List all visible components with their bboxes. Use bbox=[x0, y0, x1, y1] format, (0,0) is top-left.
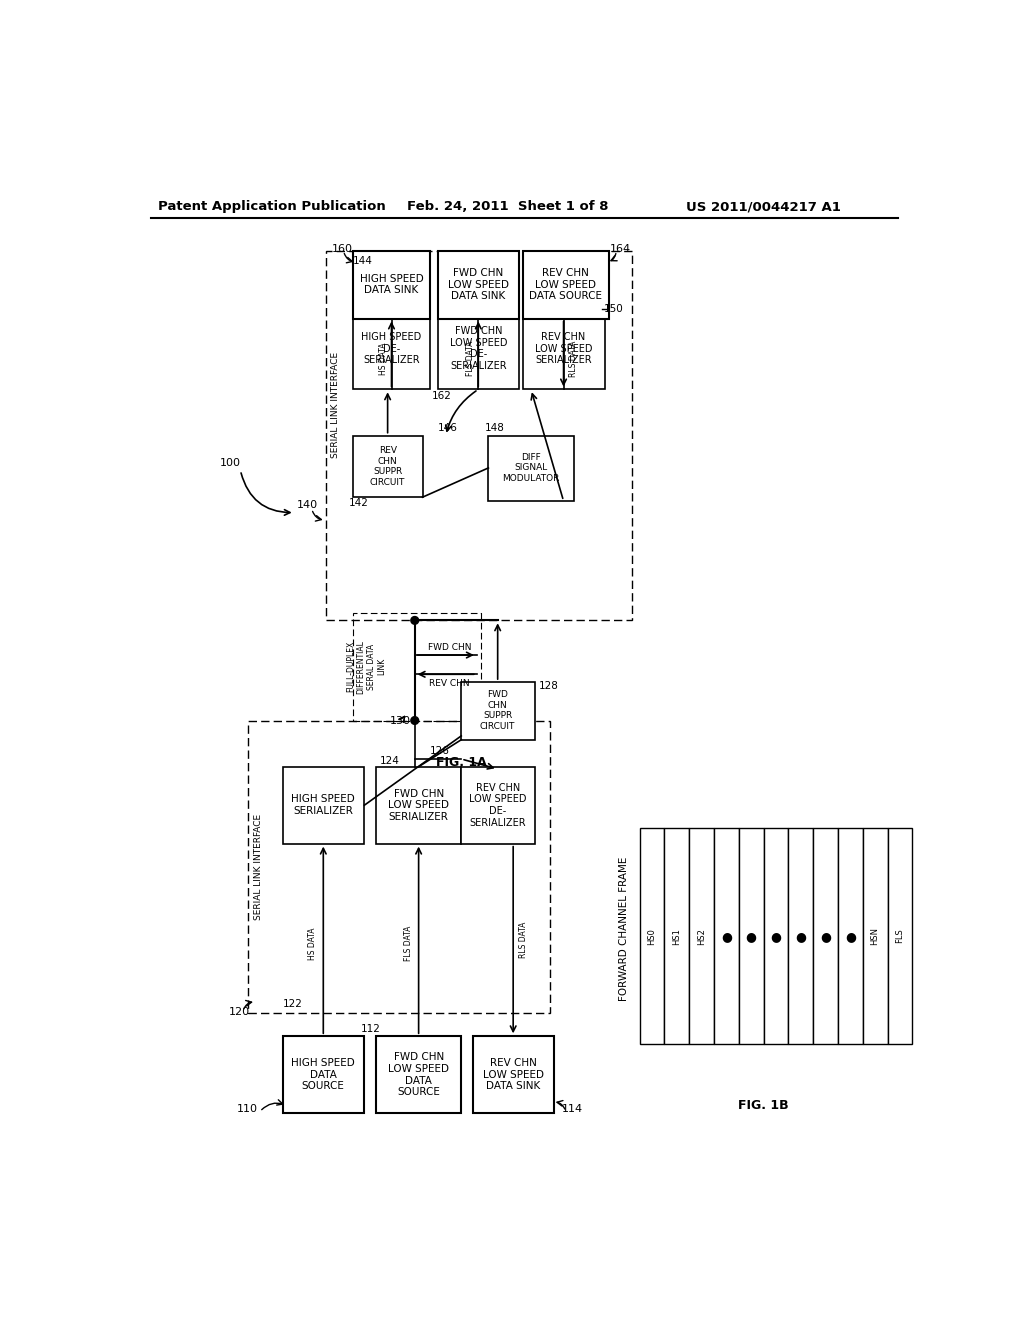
Bar bbox=[461, 767, 535, 843]
Bar bbox=[488, 436, 573, 502]
Bar bbox=[838, 829, 862, 1044]
Bar bbox=[283, 767, 365, 843]
Text: 146: 146 bbox=[438, 422, 458, 433]
Text: 120: 120 bbox=[228, 1007, 250, 1016]
Text: ●: ● bbox=[845, 929, 856, 942]
Text: 124: 124 bbox=[380, 755, 399, 766]
Text: ●: ● bbox=[721, 929, 732, 942]
Bar bbox=[352, 612, 480, 721]
Text: FLS DATA: FLS DATA bbox=[404, 927, 413, 961]
Text: FULL-DUPLEX
DIFFERENTIAL
SERAL DATA
LINK: FULL-DUPLEX DIFFERENTIAL SERAL DATA LINK bbox=[346, 640, 386, 693]
Text: HIGH SPEED
SERIALIZER: HIGH SPEED SERIALIZER bbox=[292, 795, 355, 816]
Text: HIGH SPEED
DATA
SOURCE: HIGH SPEED DATA SOURCE bbox=[292, 1059, 355, 1092]
Bar bbox=[248, 721, 550, 1014]
Text: 142: 142 bbox=[349, 499, 369, 508]
Text: Patent Application Publication: Patent Application Publication bbox=[158, 201, 385, 214]
Bar bbox=[523, 251, 608, 318]
Text: DIFF
SIGNAL
MODULATOR: DIFF SIGNAL MODULATOR bbox=[503, 453, 560, 483]
Bar bbox=[352, 251, 430, 318]
Text: HIGH SPEED
DE-
SERIALIZER: HIGH SPEED DE- SERIALIZER bbox=[361, 333, 422, 366]
Text: 144: 144 bbox=[352, 256, 373, 265]
Bar bbox=[640, 829, 665, 1044]
Text: 128: 128 bbox=[539, 681, 559, 690]
Bar bbox=[764, 829, 788, 1044]
Text: REV
CHN
SUPPR
CIRCUIT: REV CHN SUPPR CIRCUIT bbox=[370, 446, 406, 487]
Text: US 2011/0044217 A1: US 2011/0044217 A1 bbox=[686, 201, 841, 214]
Bar bbox=[523, 309, 604, 389]
Text: FWD
CHN
SUPPR
CIRCUIT: FWD CHN SUPPR CIRCUIT bbox=[480, 690, 515, 730]
Text: ●: ● bbox=[770, 929, 781, 942]
Text: ●: ● bbox=[796, 929, 806, 942]
Text: 122: 122 bbox=[283, 999, 303, 1008]
Bar bbox=[888, 829, 912, 1044]
Text: FWD CHN
LOW SPEED
DATA
SOURCE: FWD CHN LOW SPEED DATA SOURCE bbox=[388, 1052, 450, 1097]
Circle shape bbox=[411, 616, 419, 624]
Bar bbox=[352, 436, 423, 498]
Text: ●: ● bbox=[745, 929, 757, 942]
Text: 150: 150 bbox=[604, 304, 624, 314]
Text: HS DATA: HS DATA bbox=[308, 928, 317, 960]
Bar bbox=[461, 682, 535, 739]
Text: FWD CHN
LOW SPEED
DATA SINK: FWD CHN LOW SPEED DATA SINK bbox=[447, 268, 509, 301]
Text: Feb. 24, 2011  Sheet 1 of 8: Feb. 24, 2011 Sheet 1 of 8 bbox=[407, 201, 608, 214]
Bar bbox=[714, 829, 738, 1044]
Text: HS1: HS1 bbox=[672, 928, 681, 945]
Bar bbox=[352, 309, 430, 389]
Text: REV CHN
LOW SPEED
DE-
SERIALIZER: REV CHN LOW SPEED DE- SERIALIZER bbox=[469, 783, 526, 828]
Text: 140: 140 bbox=[297, 500, 318, 510]
Bar bbox=[283, 1036, 365, 1113]
Text: HS2: HS2 bbox=[697, 928, 706, 945]
Text: SERIAL LINK INTERFACE: SERIAL LINK INTERFACE bbox=[331, 351, 340, 458]
Text: RLS DATA: RLS DATA bbox=[569, 341, 579, 376]
Text: 112: 112 bbox=[360, 1023, 380, 1034]
Text: SERIAL LINK INTERFACE: SERIAL LINK INTERFACE bbox=[254, 813, 263, 920]
Text: FWD CHN
LOW SPEED
SERIALIZER: FWD CHN LOW SPEED SERIALIZER bbox=[388, 788, 450, 822]
Text: RLS DATA: RLS DATA bbox=[519, 921, 527, 958]
Text: REV CHN
LOW SPEED
SERIALIZER: REV CHN LOW SPEED SERIALIZER bbox=[535, 333, 592, 366]
Text: FLS: FLS bbox=[895, 929, 904, 944]
Text: FIG. 1B: FIG. 1B bbox=[738, 1100, 788, 1111]
Text: REV CHN: REV CHN bbox=[429, 678, 470, 688]
Bar bbox=[788, 829, 813, 1044]
Text: 130: 130 bbox=[390, 715, 411, 726]
Text: HS0: HS0 bbox=[647, 928, 656, 945]
Text: FWD CHN
LOW SPEED
DE-
SERIALIZER: FWD CHN LOW SPEED DE- SERIALIZER bbox=[450, 326, 507, 371]
Text: FIG. 1A: FIG. 1A bbox=[436, 756, 486, 770]
Circle shape bbox=[411, 717, 419, 725]
Text: REV CHN
LOW SPEED
DATA SINK: REV CHN LOW SPEED DATA SINK bbox=[482, 1059, 544, 1092]
Text: 126: 126 bbox=[430, 746, 451, 756]
Bar bbox=[376, 767, 461, 843]
Bar bbox=[862, 829, 888, 1044]
Text: 162: 162 bbox=[432, 391, 452, 400]
Text: 148: 148 bbox=[484, 422, 505, 433]
Text: FWD CHN: FWD CHN bbox=[428, 643, 471, 652]
Bar bbox=[326, 251, 632, 620]
Text: HSN: HSN bbox=[870, 927, 880, 945]
Text: 114: 114 bbox=[562, 1105, 583, 1114]
Bar bbox=[376, 1036, 461, 1113]
Bar bbox=[813, 829, 838, 1044]
Bar bbox=[438, 309, 519, 389]
Bar bbox=[738, 829, 764, 1044]
Text: 100: 100 bbox=[219, 458, 241, 467]
Bar bbox=[473, 1036, 554, 1113]
Text: FORWARD CHANNEL FRAME: FORWARD CHANNEL FRAME bbox=[618, 857, 629, 1001]
Text: 164: 164 bbox=[610, 244, 631, 255]
Text: HIGH SPEED
DATA SINK: HIGH SPEED DATA SINK bbox=[359, 273, 423, 296]
Bar bbox=[665, 829, 689, 1044]
Text: ●: ● bbox=[820, 929, 830, 942]
Bar bbox=[689, 829, 714, 1044]
Text: 110: 110 bbox=[237, 1105, 257, 1114]
Bar bbox=[438, 251, 519, 318]
Text: 160: 160 bbox=[332, 244, 353, 255]
Text: REV CHN
LOW SPEED
DATA SOURCE: REV CHN LOW SPEED DATA SOURCE bbox=[529, 268, 602, 301]
Text: FLS DATA: FLS DATA bbox=[466, 341, 475, 376]
Text: HS DATA: HS DATA bbox=[379, 342, 388, 375]
